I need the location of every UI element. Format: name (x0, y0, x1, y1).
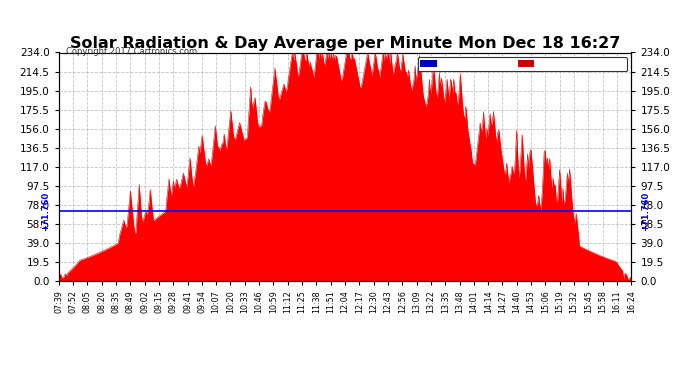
Text: +71.760: +71.760 (41, 192, 50, 231)
Text: Copyright 2017 Cartronics.com: Copyright 2017 Cartronics.com (66, 47, 197, 56)
Text: +71.760: +71.760 (641, 192, 650, 231)
Legend: Median (w/m2), Radiation (w/m2): Median (w/m2), Radiation (w/m2) (417, 57, 627, 71)
Title: Solar Radiation & Day Average per Minute Mon Dec 18 16:27: Solar Radiation & Day Average per Minute… (70, 36, 620, 51)
